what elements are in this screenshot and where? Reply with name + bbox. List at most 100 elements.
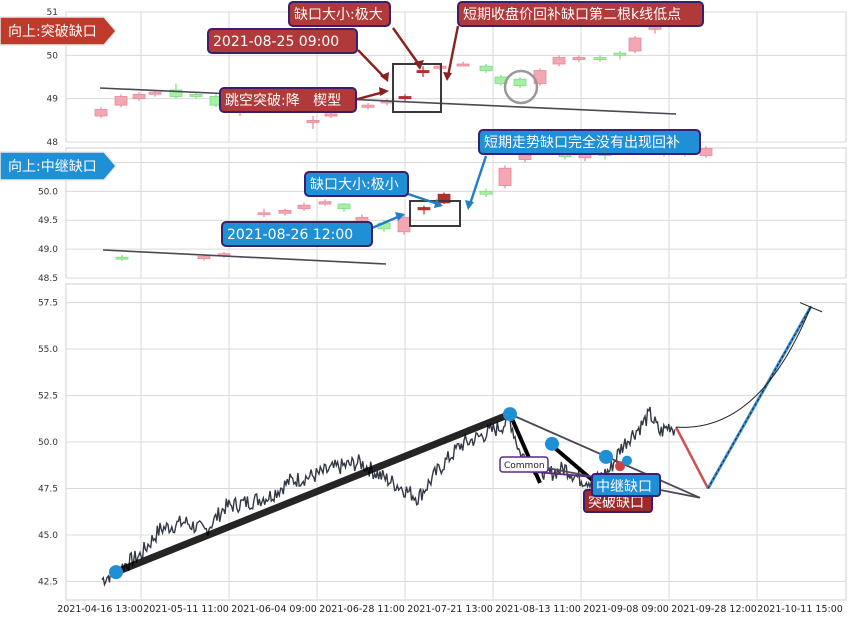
candle-body (572, 57, 586, 61)
candle-body (398, 96, 412, 100)
projection-down (674, 426, 710, 490)
panel-middle-time-label: 2021-08-26 12:00 (221, 221, 373, 247)
main-zhongji-box (591, 473, 661, 497)
panel-top-time-box (207, 28, 358, 54)
ytick-label: 57.5 (38, 299, 58, 309)
candle-body (355, 216, 369, 221)
panel-top-arrows (353, 25, 460, 102)
panel-top-model-text: 跳空突破:降 楔型 (225, 93, 341, 109)
gap-marker-blue (622, 455, 632, 466)
xtick-label: 2021-10-11 15:00 (757, 604, 843, 615)
candle-body (397, 216, 411, 233)
candle-body (437, 193, 451, 204)
candle-body (479, 65, 493, 71)
panel-middle-size-label: 缺口大小:极小 (304, 171, 409, 197)
ytick-label: 48.5 (38, 274, 58, 284)
arrowhead-note-top (443, 72, 452, 81)
panel-middle-frame (65, 147, 847, 279)
panel-middle-size-box (304, 171, 409, 197)
panel-middle-note-text: 短期走势缺口完全没有出现回补 (484, 134, 680, 151)
panel-top-time-label: 2021-08-25 09:00 (207, 28, 358, 54)
panel-top-tag-text: 向上:突破缺口 (8, 24, 97, 40)
main-zhongji-label: 中继缺口 (591, 473, 661, 497)
panel-middle-gap-box (409, 200, 461, 227)
xtick-label: 2021-06-04 09:00 (231, 604, 317, 615)
arrow-note-top (446, 25, 460, 77)
arrow-note-mid (468, 155, 488, 205)
arrow-time-top (357, 49, 386, 79)
panel-top-size-text: 缺口大小:极大 (294, 7, 383, 23)
main-tupo-text: 突破缺口 (588, 495, 644, 511)
panel-top-size-label: 缺口大小:极大 (288, 1, 391, 27)
panel-top-yticks: 48 49 50 51 (47, 8, 59, 148)
candle-body (257, 212, 271, 216)
price-line (101, 406, 676, 587)
ytick-label: 50 (47, 51, 59, 61)
candle-body (498, 167, 512, 186)
arrowhead-size-mid (434, 199, 443, 208)
panel-middle-trendline (102, 249, 387, 265)
panel-middle-tag-shape (0, 151, 117, 181)
candle-body (337, 203, 351, 210)
panel-top-note-box (457, 1, 704, 27)
candle-body (132, 93, 146, 100)
xtick-label: 2021-09-28 12:00 (671, 604, 757, 615)
candle-body (148, 91, 162, 95)
ytick-label: 42.5 (38, 577, 58, 587)
candle-body (297, 204, 311, 210)
candle-body (278, 209, 292, 214)
candle-body (479, 190, 493, 195)
panel-middle-arrows (371, 155, 488, 230)
panel-top-circle-marker (503, 69, 539, 105)
arrowhead-time-top (380, 72, 389, 82)
ytick-label: 48 (47, 138, 59, 148)
pivot-marker (599, 449, 613, 464)
candle-body (318, 201, 332, 205)
panel-middle-time-box (221, 221, 373, 247)
panel-top-time-text: 2021-08-25 09:00 (213, 34, 339, 50)
projection-up (706, 305, 813, 490)
panel-top-size-box (288, 1, 391, 27)
candle-body (552, 57, 566, 65)
candle-body (114, 96, 128, 106)
candle-body (197, 256, 211, 260)
panel-middle-grid (66, 148, 846, 279)
candle-body (417, 207, 431, 211)
panel-middle-size-text: 缺口大小:极小 (310, 177, 399, 193)
main-common-label: Common (499, 456, 549, 473)
candle-body (169, 89, 183, 97)
arrowhead-size-top (414, 60, 424, 70)
trend-leg-up (112, 410, 514, 576)
arrowhead-note-mid (465, 200, 474, 210)
panel-middle-tag-text: 向上:中继缺口 (8, 159, 97, 175)
panel-main-xticks: 2021-04-16 13:00 2021-05-11 11:00 2021-06-… (57, 604, 843, 615)
arrow-model-top (353, 90, 385, 102)
ytick-label: 49.0 (38, 245, 58, 255)
projection-cap (799, 302, 823, 313)
panel-top-tag-shape (0, 16, 117, 46)
main-common-box (499, 456, 549, 473)
panel-main-yticks: 42.5 45.0 47.5 50.0 52.5 55.0 57.5 (38, 299, 58, 588)
ytick-label: 51 (47, 8, 58, 18)
xtick-label: 2021-05-11 11:00 (143, 604, 229, 615)
xtick-label: 2021-07-21 13:00 (407, 604, 493, 615)
ytick-label: 45.0 (38, 531, 58, 541)
ytick-label: 50.0 (38, 187, 58, 197)
xtick-label: 2021-08-13 11:00 (495, 604, 581, 615)
candle-body (518, 155, 532, 160)
ytick-label: 49 (47, 95, 59, 105)
pivot-marker (545, 436, 559, 451)
panel-main-price-series (101, 406, 676, 587)
panel-middle-note-label: 短期走势缺口完全没有出现回补 (478, 129, 701, 155)
panel-top-grid (66, 11, 846, 143)
pivot-marker (109, 565, 123, 580)
candle-body (628, 37, 642, 52)
arrow-size-top (392, 27, 421, 67)
ytick-label: 49.5 (38, 216, 58, 226)
arrow-size-mid (407, 192, 439, 206)
panel-top-model-label: 跳空突破:降 楔型 (219, 87, 357, 113)
arrow-time-mid (371, 214, 401, 230)
arrowhead-model-top (379, 87, 389, 96)
ytick-label: 55.0 (38, 345, 58, 355)
